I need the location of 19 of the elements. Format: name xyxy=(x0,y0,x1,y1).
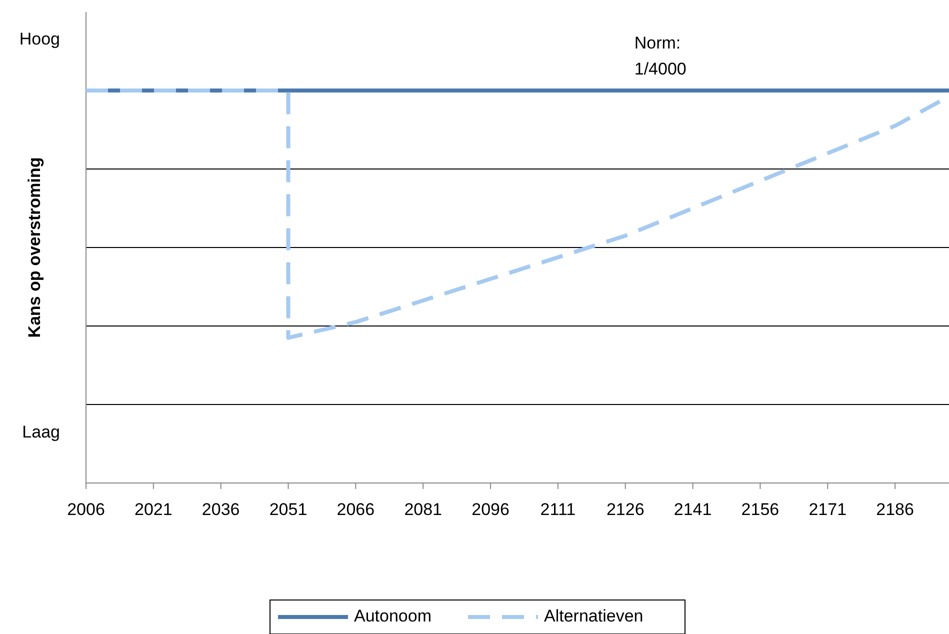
y-axis-title: Kans op overstroming xyxy=(25,157,44,338)
x-tick-label: 2021 xyxy=(134,500,172,519)
x-tick-label: 2111 xyxy=(540,500,576,519)
x-tick-label: 2126 xyxy=(606,500,644,519)
x-tick-label: 2186 xyxy=(876,500,914,519)
x-tick-label: 2081 xyxy=(404,500,442,519)
x-tick-label: 2156 xyxy=(741,500,780,519)
text: Laag xyxy=(22,422,60,442)
annotation: Norm: 1/4000 xyxy=(634,34,686,78)
text: Hoog xyxy=(19,29,60,48)
x-tick-label: 2051 xyxy=(269,500,308,519)
x-tick-label: 2096 xyxy=(472,500,510,519)
x-tick-label: 2036 xyxy=(202,500,240,519)
x-tick-label: 2171 xyxy=(808,500,847,519)
x-tick-label: 2066 xyxy=(336,500,375,519)
legend-label: Autonoom xyxy=(354,606,432,626)
x-tick-label: 2006 xyxy=(67,500,105,519)
x-tick-label: 2141 xyxy=(674,500,712,519)
legend-label: Alternatieven xyxy=(544,606,644,626)
